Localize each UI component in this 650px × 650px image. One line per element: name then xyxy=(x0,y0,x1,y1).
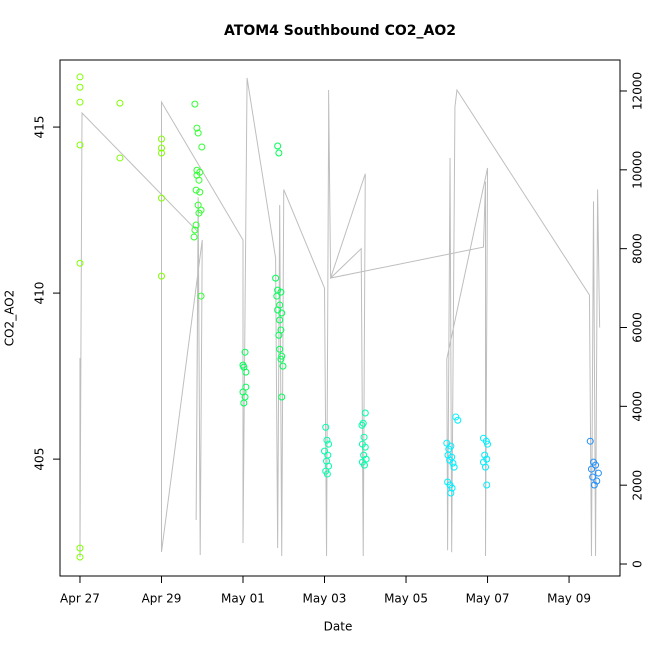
data-point xyxy=(190,233,198,241)
data-point xyxy=(278,309,286,317)
data-point xyxy=(76,544,84,552)
chart-title: ATOM4 Southbound CO2_AO2 xyxy=(224,23,456,39)
data-point xyxy=(157,272,165,280)
data-point xyxy=(76,98,84,106)
data-point xyxy=(276,345,284,353)
data-point xyxy=(448,484,456,492)
x-tick-label: May 09 xyxy=(547,592,591,606)
data-point xyxy=(194,129,202,137)
data-point xyxy=(587,465,595,473)
data-point xyxy=(360,461,368,469)
y-axis-label: CO2_AO2 xyxy=(3,290,17,347)
data-point xyxy=(358,421,366,429)
x-tick-label: Apr 29 xyxy=(142,592,182,606)
data-point xyxy=(449,459,457,467)
data-point xyxy=(116,99,124,107)
data-point xyxy=(276,316,284,324)
data-point xyxy=(483,481,491,489)
data-point xyxy=(195,209,203,217)
data-point xyxy=(481,451,489,459)
data-point xyxy=(197,292,205,300)
x-tick-label: May 01 xyxy=(221,592,265,606)
data-point xyxy=(450,463,458,471)
data-point xyxy=(484,440,492,448)
y-tick-label: 415 xyxy=(33,116,47,139)
data-point xyxy=(76,73,84,81)
y2-tick-label: 12000 xyxy=(631,72,645,110)
y2-tick-label: 2000 xyxy=(631,470,645,501)
data-point xyxy=(361,409,369,417)
data-point xyxy=(76,141,84,149)
data-point xyxy=(275,331,283,339)
data-point xyxy=(193,124,201,132)
data-point xyxy=(157,135,165,143)
data-point xyxy=(361,443,369,451)
data-point xyxy=(482,463,490,471)
data-point xyxy=(242,368,250,376)
data-point xyxy=(192,221,200,229)
x-tick-label: May 05 xyxy=(384,592,428,606)
data-point xyxy=(191,100,199,108)
data-point xyxy=(241,348,249,356)
x-tick-label: May 03 xyxy=(303,592,347,606)
y2-tick-label: 0 xyxy=(631,560,645,568)
data-point xyxy=(279,362,287,370)
data-point xyxy=(590,481,598,489)
y2-tick-label: 4000 xyxy=(631,391,645,422)
data-point xyxy=(360,433,368,441)
data-point xyxy=(157,149,165,157)
data-point xyxy=(275,149,283,157)
data-point xyxy=(277,355,285,363)
x-tick-label: May 07 xyxy=(466,592,510,606)
data-point xyxy=(594,469,602,477)
data-point xyxy=(586,437,594,445)
x-axis-label: Date xyxy=(324,620,353,634)
data-point xyxy=(195,176,203,184)
data-point xyxy=(157,194,165,202)
data-line xyxy=(79,77,601,558)
data-point xyxy=(589,473,597,481)
data-point xyxy=(116,154,124,162)
data-point xyxy=(592,461,600,469)
data-point xyxy=(76,83,84,91)
data-point xyxy=(76,259,84,267)
y-tick-label: 405 xyxy=(33,448,47,471)
y2-tick-label: 10000 xyxy=(631,151,645,189)
data-point xyxy=(240,399,248,407)
data-point xyxy=(447,489,455,497)
y2-tick-label: 8000 xyxy=(631,233,645,264)
data-point xyxy=(76,553,84,561)
data-point xyxy=(325,440,333,448)
data-point xyxy=(454,416,462,424)
data-point xyxy=(277,288,285,296)
data-point xyxy=(278,393,286,401)
data-point xyxy=(157,144,165,152)
data-point xyxy=(198,143,206,151)
y2-tick-label: 6000 xyxy=(631,312,645,343)
data-point xyxy=(272,274,280,282)
data-point xyxy=(323,470,331,478)
data-point xyxy=(278,352,286,360)
data-point xyxy=(273,292,281,300)
data-point xyxy=(192,186,200,194)
data-point xyxy=(196,188,204,196)
data-point xyxy=(323,436,331,444)
data-point xyxy=(274,142,282,150)
x-tick-label: Apr 27 xyxy=(60,592,100,606)
y-tick-label: 410 xyxy=(33,282,47,305)
data-point xyxy=(191,226,199,234)
data-point xyxy=(444,451,452,459)
data-point xyxy=(322,423,330,431)
